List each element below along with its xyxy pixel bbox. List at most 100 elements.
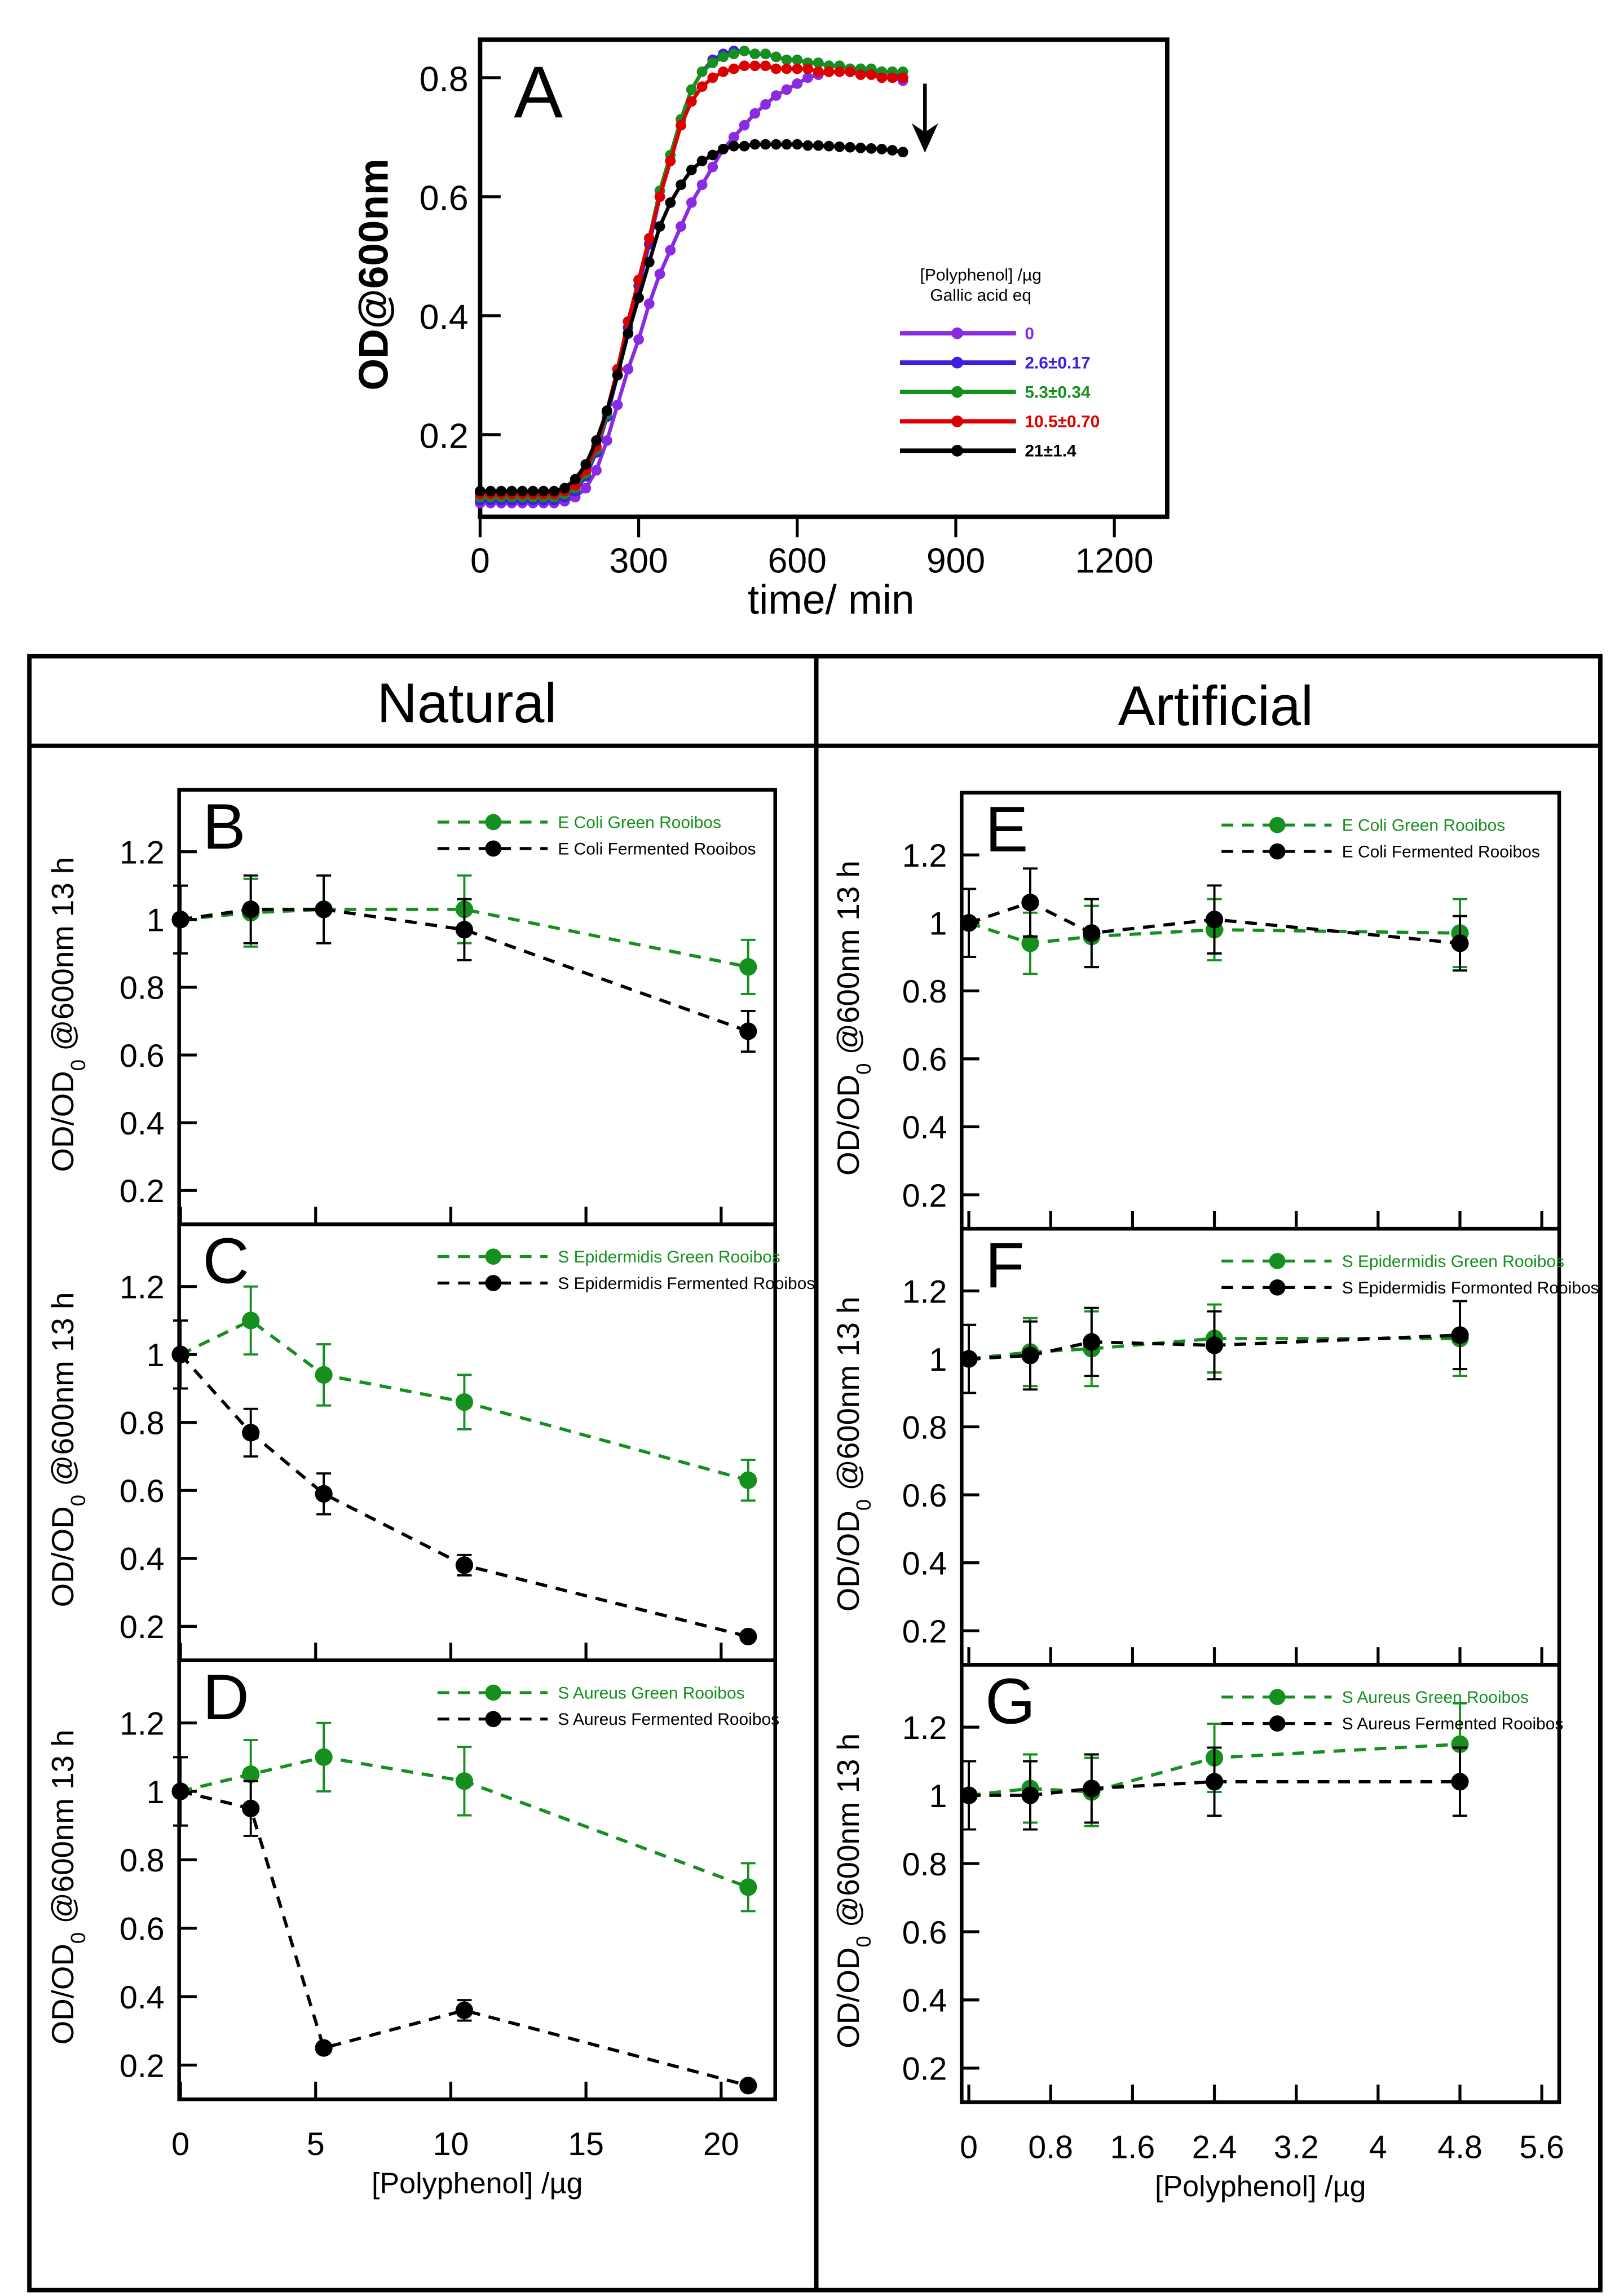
legend-label: E Coli Fermented Rooibos — [558, 840, 756, 858]
series-line-1 — [179, 1353, 749, 1639]
y-tick-label: 1 — [929, 1342, 947, 1378]
data-point — [707, 149, 718, 161]
data-point — [781, 139, 792, 150]
data-point — [770, 51, 782, 63]
data-point — [866, 143, 877, 154]
data-point — [1451, 1326, 1469, 1344]
x-axis-label: [Polyphenol] /µg — [1155, 2170, 1366, 2203]
data-point — [517, 485, 528, 497]
data-point — [623, 328, 634, 339]
data-point — [834, 141, 845, 152]
data-point — [696, 66, 708, 77]
data-point — [770, 90, 782, 101]
data-point — [591, 435, 602, 446]
x-tick-label: 2.4 — [1192, 2129, 1237, 2165]
panel-letter: G — [985, 1666, 1035, 1738]
data-point — [242, 1799, 260, 1817]
data-point — [739, 1022, 757, 1040]
series-line-0 — [968, 1337, 1460, 1361]
data-point — [654, 191, 665, 202]
legend-marker — [1269, 1715, 1286, 1732]
legend-label: S Aureus Green Rooibos — [1342, 1688, 1529, 1707]
data-point — [739, 2077, 757, 2095]
data-point — [739, 60, 750, 72]
data-point — [686, 164, 697, 175]
data-point — [475, 485, 486, 497]
data-point — [1083, 1333, 1101, 1351]
y-tick-label: 0.6 — [902, 1478, 947, 1514]
data-point — [654, 268, 665, 280]
y-tick-label: 0.4 — [420, 297, 469, 337]
y-tick-label: 1 — [929, 906, 947, 942]
data-point — [718, 51, 729, 63]
panel-letter: B — [202, 791, 245, 863]
y-tick-label: 0.6 — [902, 1042, 947, 1078]
x-tick-label: 1200 — [1075, 541, 1154, 580]
y-tick-label: 0.2 — [902, 1614, 947, 1650]
x-axis-label: [Polyphenol] /µg — [372, 2167, 583, 2200]
data-point — [591, 465, 602, 476]
series-line-0 — [968, 1742, 1460, 1797]
data-point — [802, 72, 813, 83]
data-point — [315, 1485, 333, 1503]
y-axis-label: OD/OD0 @600nm 13 h — [46, 1292, 90, 1608]
data-point — [455, 2001, 474, 2019]
data-point — [792, 139, 803, 150]
y-tick-label: 0.4 — [902, 1983, 947, 2019]
data-point — [612, 369, 623, 381]
data-point — [707, 58, 718, 68]
y-tick-label: 0.8 — [902, 974, 947, 1010]
y-tick-label: 1.2 — [902, 1710, 947, 1746]
data-point — [707, 161, 718, 173]
y-axis-label: OD@600nm — [351, 158, 396, 390]
y-tick-label: 0.6 — [120, 1038, 165, 1074]
y-axis-label-subscript: 0 — [67, 1495, 90, 1506]
data-point — [1021, 1346, 1039, 1365]
data-point — [760, 60, 771, 72]
series-line-1 — [180, 1790, 749, 2087]
data-point — [549, 485, 559, 497]
y-tick-label: 1.2 — [120, 1706, 165, 1742]
data-point — [665, 245, 676, 256]
y-tick-label: 0.6 — [120, 1911, 165, 1948]
data-point — [834, 66, 845, 77]
data-point — [718, 144, 729, 154]
data-point — [749, 139, 761, 150]
series-line-0 — [180, 907, 749, 969]
y-tick-label: 1.2 — [902, 1274, 947, 1310]
y-axis-label: OD/OD0 @600nm 13 h — [831, 860, 875, 1176]
data-point — [739, 1471, 757, 1489]
y-axis-label-subscript: 0 — [67, 1932, 90, 1944]
legend-label: S Epidermidis Fermented Rooibos — [558, 1274, 815, 1293]
y-tick-label: 0.8 — [120, 1843, 165, 1879]
data-point — [455, 921, 474, 939]
y-axis-label-main: OD/OD — [831, 1511, 866, 1611]
data-point — [739, 1878, 757, 1896]
data-point — [823, 66, 835, 77]
y-axis-label-main: OD/OD — [46, 1071, 80, 1172]
data-point — [623, 364, 634, 375]
legend-marker — [485, 814, 502, 831]
data-point — [876, 144, 888, 154]
data-point — [665, 197, 676, 208]
data-point — [242, 1765, 260, 1783]
plot-frame — [960, 1663, 1561, 2104]
data-point — [845, 142, 855, 153]
data-point — [960, 1350, 978, 1368]
data-point — [496, 485, 507, 497]
data-point — [1205, 911, 1224, 929]
data-point — [887, 72, 898, 83]
y-axis-label-subscript: 0 — [852, 1063, 875, 1075]
y-axis-label-subscript: 0 — [852, 1936, 875, 1947]
data-point — [612, 399, 623, 410]
data-point — [813, 58, 824, 68]
data-point — [171, 1782, 189, 1800]
x-tick-label: 3.2 — [1274, 2129, 1319, 2165]
data-point — [802, 140, 813, 151]
legend-title: [Polyphenol] /µg — [920, 266, 1042, 284]
data-point — [781, 84, 792, 95]
data-point — [315, 900, 333, 919]
data-point — [315, 1366, 333, 1384]
data-point — [1083, 1780, 1101, 1798]
y-axis-label-rest: @600nm 13 h — [46, 1730, 80, 1932]
